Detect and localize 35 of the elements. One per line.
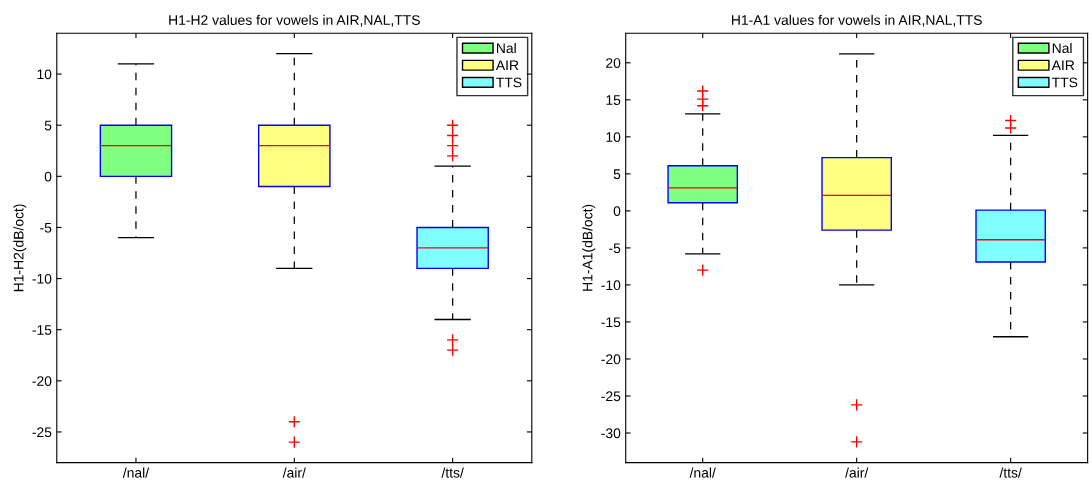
legend-label: TTS (496, 77, 522, 88)
y-tick-label: -10 (32, 273, 52, 284)
chart-title: H1-A1 values for vowels in AIR,NAL,TTS (732, 14, 982, 27)
x-tick-label: /air/ (845, 467, 869, 478)
legend-label: TTS (1051, 77, 1078, 88)
x-tick-label: /nal/ (122, 467, 150, 478)
y-tick-label: 10 (37, 69, 52, 80)
y-tick-label: -25 (32, 427, 52, 438)
y-tick-label: 10 (606, 132, 621, 143)
legend-label: AIR (1051, 60, 1075, 71)
y-tick-label: -20 (32, 376, 52, 386)
y-tick-label: -25 (601, 391, 621, 402)
y-tick-label: 5 (44, 120, 52, 131)
y-tick-label: 0 (613, 206, 621, 217)
y-axis-title: H1-A1(dB/oct) (582, 204, 596, 291)
x-tick-label: /tts/ (441, 467, 464, 478)
y-tick-label: -15 (601, 317, 621, 328)
y-axis-title: H1-H2(dB/oct) (13, 204, 27, 292)
x-tick-label: /nal/ (689, 467, 716, 478)
y-tick-label: -15 (32, 325, 52, 335)
legend-label: Nal (496, 42, 516, 54)
y-tick-label: 0 (44, 171, 52, 182)
x-tick-label: /tts/ (999, 467, 1022, 478)
y-tick-label: -5 (40, 222, 52, 233)
y-tick-label: 5 (613, 169, 621, 180)
legend-label: Nal (1052, 42, 1072, 54)
chart-title: H1-H2 values for vowels in AIR,NAL,TTS (169, 14, 420, 27)
y-tick-label: -10 (601, 280, 621, 291)
legend-label: AIR (495, 60, 519, 71)
y-tick-label: 15 (606, 95, 621, 105)
y-tick-label: -5 (609, 243, 621, 254)
y-tick-label: 20 (606, 58, 621, 68)
y-tick-label: -30 (601, 428, 621, 439)
y-tick-label: -20 (601, 354, 621, 365)
x-tick-label: /air/ (282, 467, 306, 478)
